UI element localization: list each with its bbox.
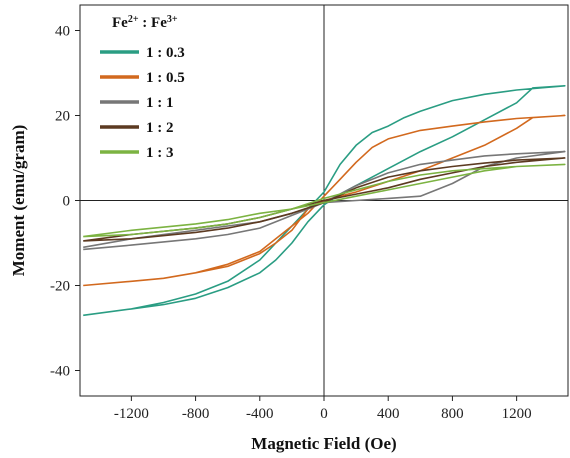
x-axis-title: Magnetic Field (Oe) [251,434,396,453]
x-tick-label: -800 [182,406,210,422]
legend-label-5: 1 : 3 [146,145,174,161]
legend-title-sup2: 3+ [167,14,178,25]
legend-label-1: 1 : 0.3 [146,45,185,61]
x-tick-label: -400 [246,406,274,422]
x-tick-label: 400 [377,406,400,422]
x-axis-ticks: -1200 -800 -400 0 400 800 1200 [114,396,532,422]
series-line-5 [83,163,566,238]
legend-title-sep: : Fe [139,15,168,31]
y-tick-label: -20 [50,279,70,295]
legend-title: Fe2+ : Fe3+ [112,14,178,32]
legend-label-4: 1 : 2 [146,120,174,136]
series-line-2 [83,114,566,287]
x-tick-label: 0 [320,406,328,422]
y-tick-label: 40 [55,24,70,40]
series-group [83,85,566,317]
y-tick-label: 20 [55,109,70,125]
series-line-1 [83,85,566,317]
legend: Fe2+ : Fe3+ 1 : 0.31 : 0.51 : 11 : 21 : … [100,14,185,161]
y-tick-label: -40 [50,364,70,380]
x-tick-label: 800 [441,406,464,422]
y-axis-ticks: -40 -20 0 20 40 [50,24,80,380]
legend-title-base: Fe [112,15,128,31]
y-tick-label: 0 [63,194,71,210]
legend-label-2: 1 : 0.5 [146,70,185,86]
legend-title-sup1: 2+ [128,14,139,25]
legend-label-3: 1 : 1 [146,95,174,111]
x-tick-label: 1200 [502,406,532,422]
legend-items: 1 : 0.3 1 : 0.5 1 : 1 1 : 2 1 : 3 [100,45,185,161]
y-axis-title: Moment (emu/gram) [9,125,28,277]
x-tick-label: -1200 [114,406,149,422]
